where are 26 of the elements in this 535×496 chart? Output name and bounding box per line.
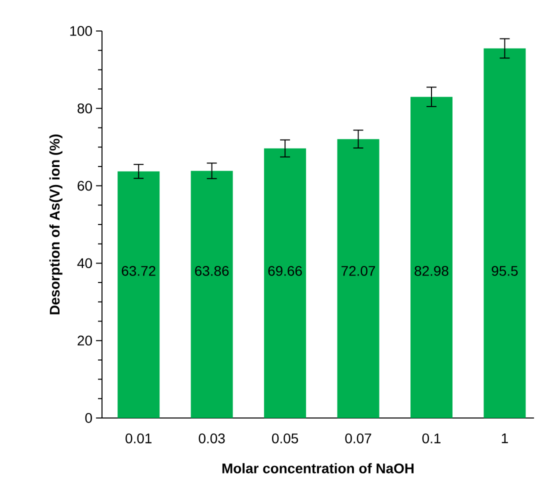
x-tick-label: 0.05 [272,433,298,444]
x-axis-title: Molar concentration of NaOH [222,463,414,474]
y-axis-title: Desorption of As(V) ion (%) [49,134,62,314]
data-label: 69.66 [268,266,302,276]
data-label: 63.86 [195,266,229,276]
y-tick-label: 60 [78,180,92,191]
bar [484,48,526,418]
y-tick-label: 20 [78,336,92,346]
y-tick-label: 100 [70,26,92,36]
x-tick-label: 0.03 [198,433,225,444]
data-label: 63.72 [122,266,156,276]
bar [118,171,160,418]
data-label: 82.98 [414,266,448,276]
y-tick-label: 0 [85,413,92,423]
data-label: 72.07 [342,266,376,276]
data-label: 95.5 [492,266,518,276]
x-tick-label: 0.01 [126,433,152,444]
x-tick-label: 0.07 [345,433,372,444]
bar [190,170,233,418]
y-tick-label: 40 [77,258,92,268]
x-tick-label: 1 [502,433,508,444]
x-tick-label: 0.1 [422,433,441,444]
bar [337,139,380,418]
bar [264,148,306,418]
bar [410,96,452,418]
y-tick-label: 80 [78,103,92,114]
